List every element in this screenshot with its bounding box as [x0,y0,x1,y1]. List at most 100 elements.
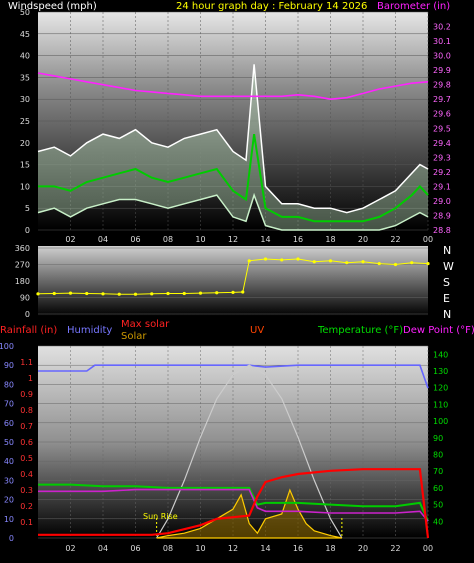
humidity-tick-label: 100 [0,342,14,351]
wind-tick-label: 10 [20,182,30,191]
dewpoint-legend: Dew Point (°F) [403,325,474,336]
humidity-tick-label: 60 [4,419,14,428]
temperature-tick-label: 40 [433,517,443,526]
wind-tick-label: 0 [25,226,30,235]
temperature-tick-label: 130 [433,367,448,376]
windspeed-axis-label: Windspeed (mph) [8,1,97,12]
solar-legend: Solar [121,331,147,342]
rainfall-line [38,468,430,539]
max-solar-legend: Max solar [121,319,170,330]
solar-area [156,488,342,539]
humidity-tick-label: 40 [4,457,14,466]
barometer-tick-label: 29.5 [433,124,451,133]
barometer-tick-label: 29.4 [433,139,451,148]
barometer-tick-label: 28.9 [433,211,451,220]
rainfall-tick-label: 0.2 [20,502,33,511]
wind-tick-label: 50 [20,8,30,17]
barometer-tick-label: 29.2 [433,168,451,177]
wind-range-band [38,64,428,230]
rainfall-tick-label: 1 [28,374,33,383]
wind-x-tick-label: 18 [325,235,335,244]
wind-tick-label: 15 [20,161,30,170]
rainfall-tick-label: 0.9 [20,390,33,399]
barometer-tick-label: 30.2 [433,23,451,32]
direction-label-n-bottom: N [443,308,451,321]
lower-x-tick-label: 18 [325,544,335,553]
lower-x-tick-label: 00 [423,544,433,553]
temperature-tick-label: 80 [433,451,443,460]
direction-tick-label: 0 [25,310,30,319]
dewpoint-line [38,488,429,522]
barometer-tick-label: 28.8 [433,226,451,235]
direction-trace [37,258,429,295]
wind-x-tick-label: 00 [423,235,433,244]
barometer-tick-label: 29.8 [433,81,451,90]
lower-x-tick-label: 12 [228,544,238,553]
chart-title: 24 hour graph day : February 14 2026 [176,1,367,12]
lower-x-tick-label: 06 [130,544,140,553]
rainfall-tick-label: 0.8 [20,406,33,415]
rainfall-tick-label: 0.7 [20,422,33,431]
humidity-tick-label: 70 [4,400,14,409]
humidity-tick-label: 30 [4,476,14,485]
barometer-tick-label: 30.0 [433,52,451,61]
humidity-tick-label: 90 [4,361,14,370]
wind-x-tick-label: 16 [293,235,303,244]
humidity-line [38,364,429,389]
wind-x-tick-label: 14 [260,235,270,244]
lower-x-tick-label: 20 [358,544,368,553]
wind-tick-label: 20 [20,139,30,148]
wind-tick-label: 40 [20,52,30,61]
temperature-legend: Temperature (°F) [317,325,403,336]
lower-x-tick-label: 08 [163,544,173,553]
direction-label-w: W [443,260,454,273]
wind-tick-label: 30 [20,95,30,104]
temperature-tick-label: 50 [433,501,443,510]
wind-tick-label: 25 [20,117,30,126]
humidity-legend: Humidity [67,325,112,336]
barometer-tick-label: 29.0 [433,197,451,206]
barometer-axis-label: Barometer (in) [377,1,450,12]
barometer-tick-label: 29.6 [433,110,451,119]
humidity-tick-label: 10 [4,515,14,524]
wind-x-tick-label: 06 [130,235,140,244]
direction-point [36,292,40,296]
humidity-tick-label: 20 [4,496,14,505]
wind-x-tick-label: 02 [65,235,75,244]
rainfall-tick-label: 1.1 [20,358,33,367]
lower-x-tick-label: 02 [65,544,75,553]
rainfall-tick-label: 0.3 [20,486,33,495]
rainfall-tick-label: 0.1 [20,518,33,527]
windspeed-avg-line [38,133,429,223]
direction-tick-label: 270 [15,261,30,270]
direction-tick-label: 90 [20,294,30,303]
direction-tick-label: 180 [15,277,30,286]
barometer-tick-label: 29.1 [433,182,451,191]
lower-x-tick-label: 22 [390,544,400,553]
barometer-line [37,72,429,101]
wind-tick-label: 35 [20,73,30,82]
temperature-tick-label: 110 [433,400,448,409]
wind-tick-label: 45 [20,30,30,39]
temperature-tick-label: 60 [433,484,443,493]
wind-tick-label: 5 [25,204,30,213]
lower-x-tick-label: 10 [195,544,205,553]
lower-x-tick-label: 16 [293,544,303,553]
temperature-tick-label: 70 [433,467,443,476]
temperature-tick-label: 140 [433,350,448,359]
temperature-tick-label: 90 [433,434,443,443]
rainfall-legend: Rainfall (in) [0,325,57,336]
rainfall-tick-label: 0.5 [20,454,33,463]
humidity-tick-label: 80 [4,380,14,389]
temperature-line [38,483,429,522]
humidity-tick-label: 50 [4,438,14,447]
wind-x-tick-label: 22 [390,235,400,244]
direction-label-e: E [443,292,450,305]
lower-x-tick-label: 04 [98,544,108,553]
barometer-tick-label: 30.1 [433,37,451,46]
sunrise-annotation: Sun Rise [143,512,178,521]
barometer-tick-label: 29.7 [433,95,451,104]
direction-tick-label: 360 [15,244,30,253]
temperature-tick-label: 100 [433,417,448,426]
